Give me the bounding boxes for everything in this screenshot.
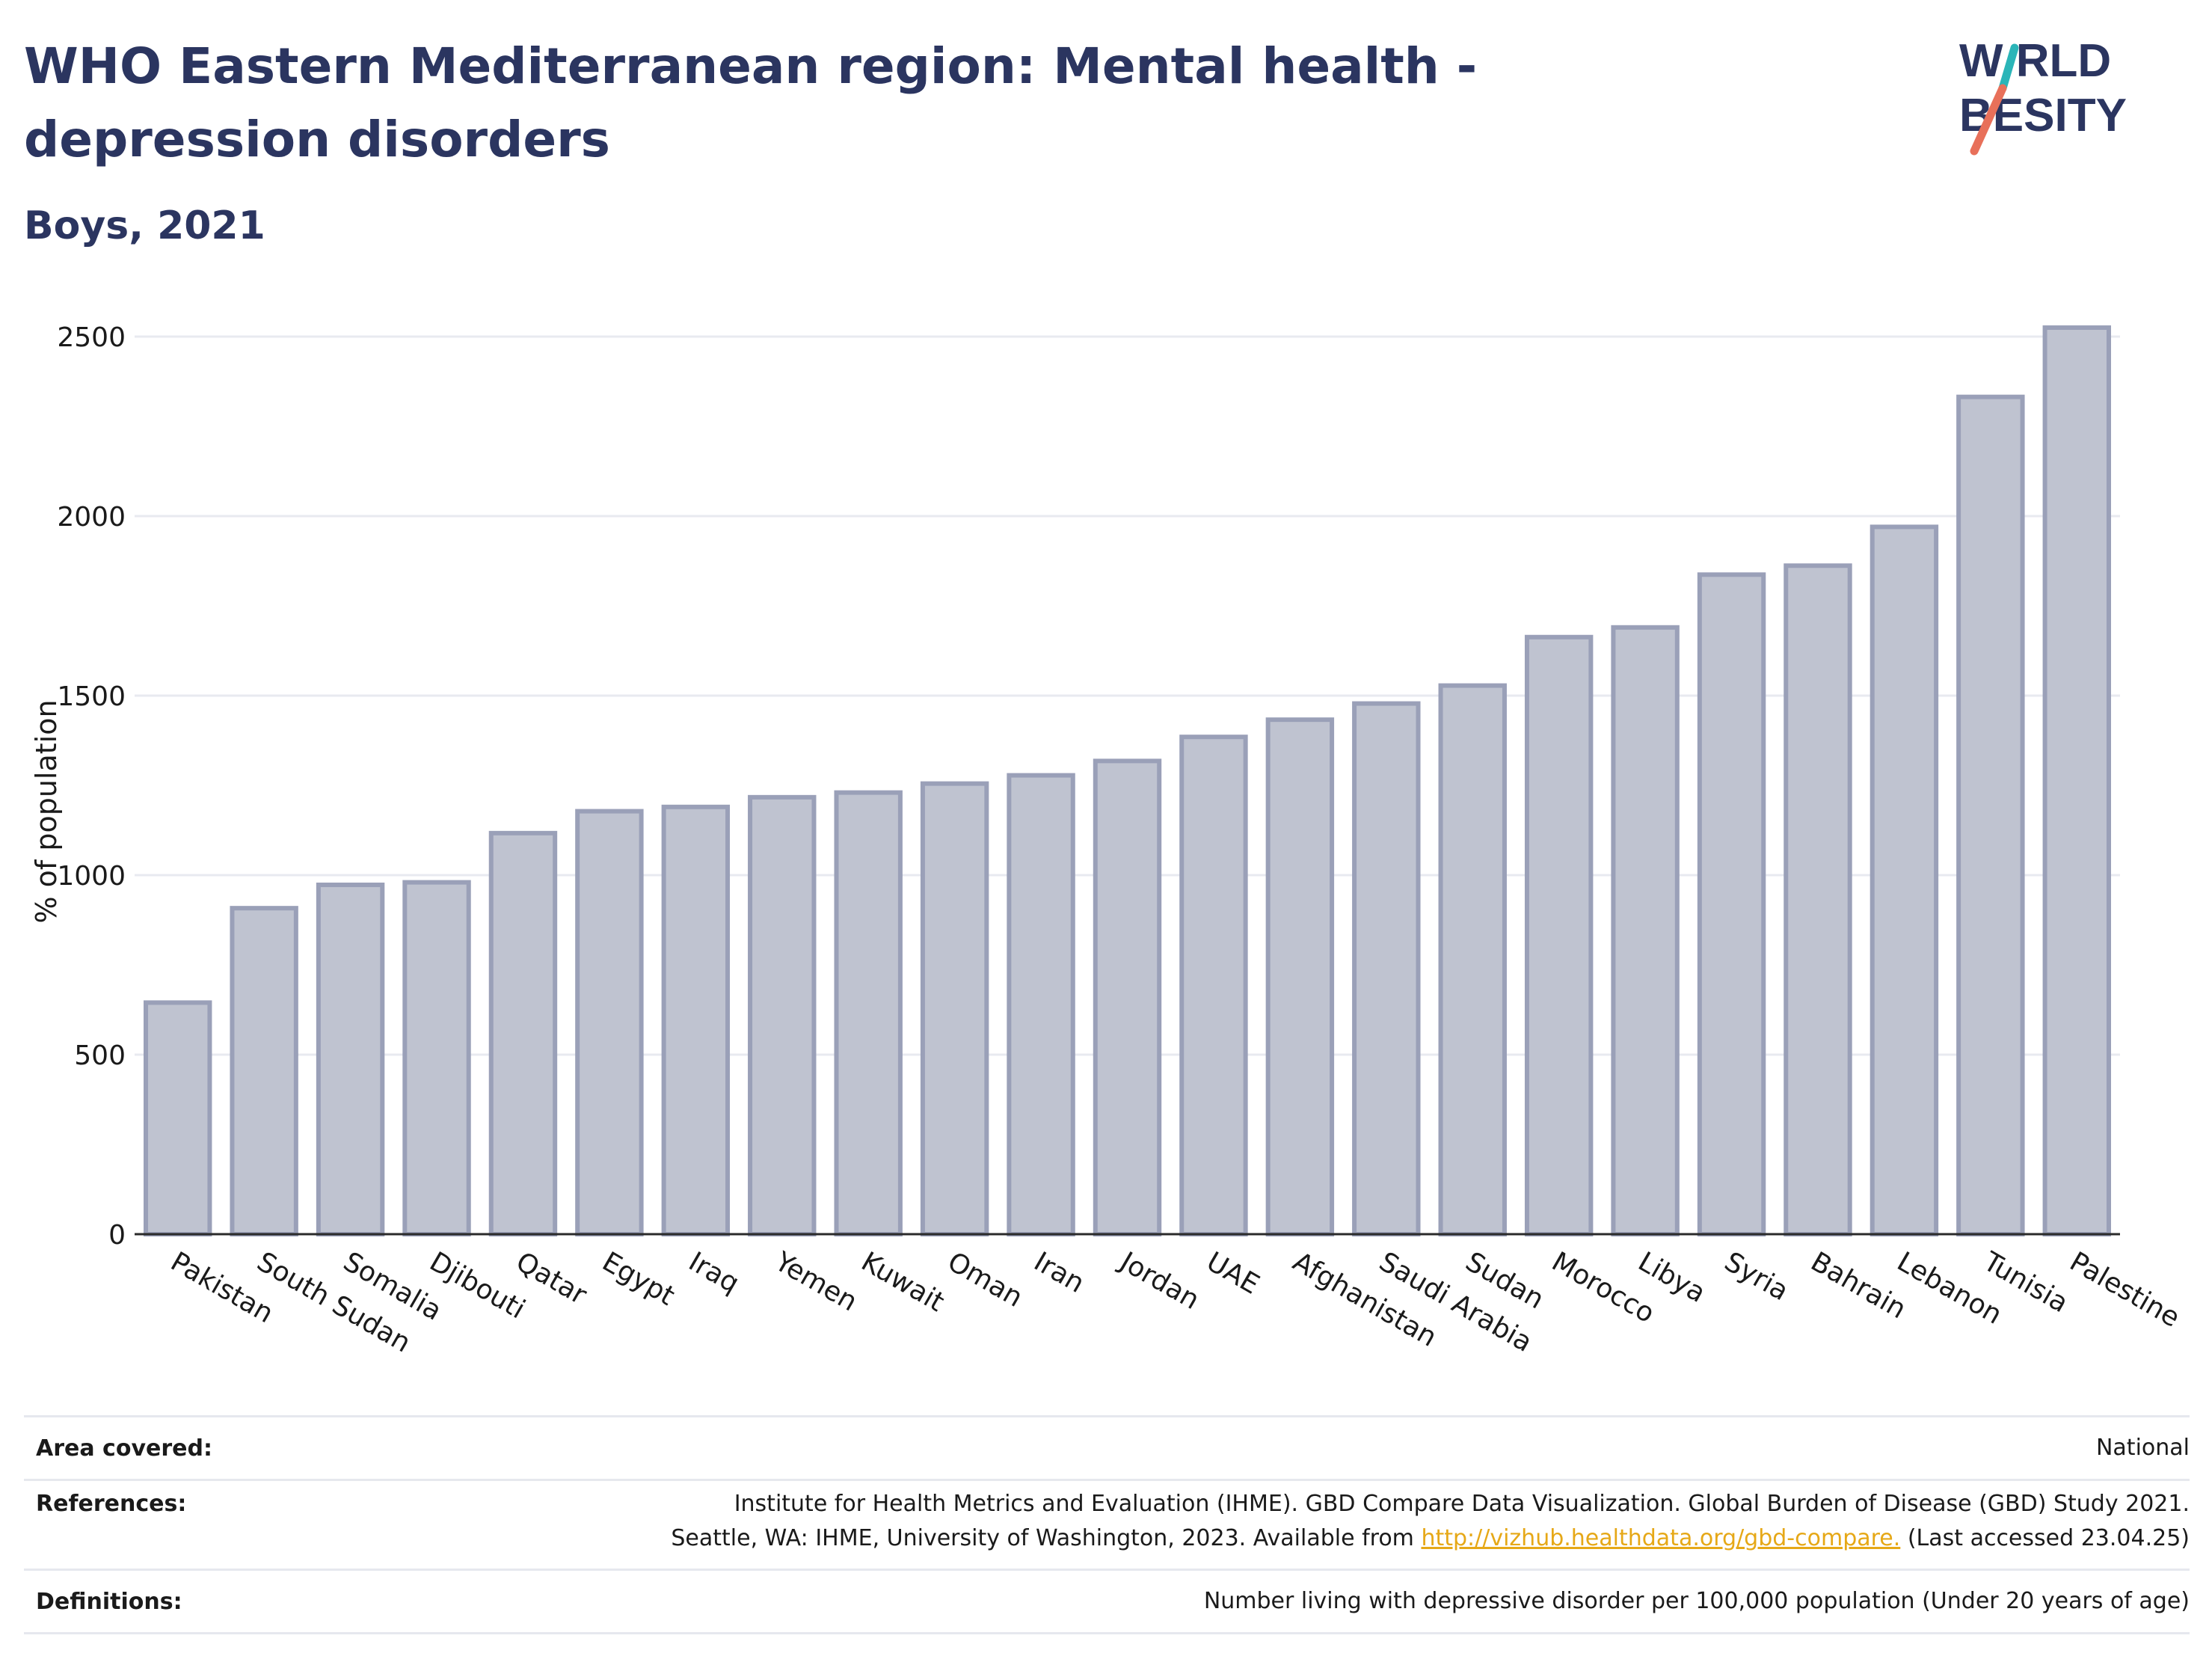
bar (2042, 325, 2111, 1236)
bar (1265, 717, 1335, 1236)
definitions-label: Definitions: (36, 1588, 182, 1615)
x-tick-label: Palestine (2065, 1246, 2185, 1334)
x-tick-label: Oman (942, 1246, 1027, 1313)
bar (920, 781, 989, 1236)
footer-table: Area covered: National References: Insti… (24, 1415, 2190, 1634)
bar (748, 794, 817, 1236)
references-value: Institute for Health Metrics and Evaluat… (671, 1487, 2190, 1556)
references-line2-post: (Last accessed 23.04.25) (1900, 1525, 2190, 1551)
bar (661, 804, 731, 1237)
y-tick-label: 1000 (57, 861, 126, 892)
definitions-value: Number living with depressive disorder p… (1203, 1588, 2190, 1614)
x-tick-label: Yemen (769, 1246, 862, 1318)
bar (144, 1000, 212, 1237)
bar (1956, 394, 2025, 1236)
bar (1179, 735, 1248, 1236)
bar (1524, 634, 1594, 1236)
y-axis-label: % of population (30, 699, 63, 923)
y-tick-label: 2500 (57, 322, 126, 353)
bar (488, 830, 558, 1236)
bar (1870, 524, 1939, 1236)
bar (230, 906, 298, 1237)
x-tick-label: Bahrain (1805, 1246, 1911, 1325)
x-tick-label: Djibouti (425, 1246, 530, 1325)
x-tick-label: Jordan (1113, 1245, 1204, 1316)
logo-slash-teal (1998, 43, 2019, 93)
references-line2: Seattle, WA: IHME, University of Washing… (671, 1521, 2190, 1556)
logo-line1: W RLD (1959, 35, 2111, 87)
bar (834, 790, 903, 1236)
y-tick-label: 500 (74, 1040, 126, 1071)
y-tick-label: 1500 (57, 681, 126, 712)
footer-row-references: References: Institute for Health Metrics… (24, 1479, 2190, 1569)
references-label: References: (36, 1491, 187, 1517)
bars (144, 325, 2111, 1237)
references-line2-pre: Seattle, WA: IHME, University of Washing… (671, 1525, 1422, 1551)
bar (575, 809, 644, 1237)
bar (1352, 701, 1421, 1236)
bar (316, 882, 385, 1236)
footer-row-definitions: Definitions: Number living with depressi… (24, 1569, 2190, 1634)
bar (1784, 563, 1852, 1236)
bar (1007, 773, 1075, 1237)
bar (1093, 758, 1162, 1236)
x-tick-label: Egypt (597, 1246, 679, 1311)
bar (1611, 625, 1680, 1236)
chart-subtitle: Boys, 2021 (24, 203, 265, 248)
area-label: Area covered: (36, 1435, 212, 1462)
bar (1697, 572, 1766, 1236)
y-tick-label: 0 (108, 1220, 126, 1251)
x-tick-label: Afghanistan (1288, 1246, 1442, 1353)
footer-row-area: Area covered: National (24, 1415, 2190, 1479)
chart-title: WHO Eastern Mediterranean region: Mental… (24, 37, 1478, 168)
bar (402, 880, 471, 1236)
area-value: National (2095, 1435, 2190, 1461)
world-obesity-logo: W RLD BESITY (1959, 35, 2127, 156)
y-tick-label: 2000 (57, 502, 126, 533)
references-line1: Institute for Health Metrics and Evaluat… (734, 1491, 2190, 1517)
x-tick-label: Iran (1029, 1246, 1090, 1299)
x-tick-label: Iraq (683, 1246, 744, 1299)
x-tick-label: UAE (1201, 1246, 1264, 1300)
logo-slash-coral (1970, 84, 2007, 156)
x-tick-label: Kuwait (856, 1246, 950, 1318)
bar (1438, 683, 1507, 1236)
references-link[interactable]: http://vizhub.healthdata.org/gbd-compare… (1421, 1525, 1901, 1551)
x-tick-label: Syria (1719, 1246, 1793, 1307)
